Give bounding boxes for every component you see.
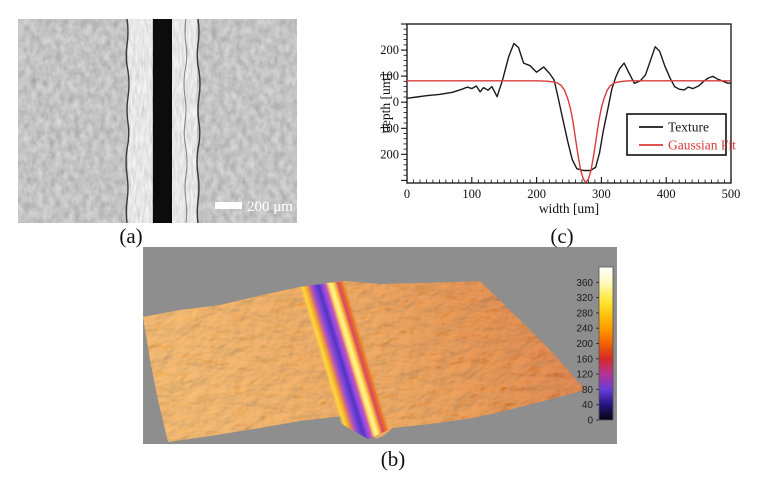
y-tick-label: 0: [393, 95, 399, 109]
colorbar-tick-label: 360: [576, 278, 593, 289]
groove-band: [299, 281, 393, 439]
groove-dark-stripe: [153, 19, 172, 223]
surface-3d-panel: 360 320 280 240 200 160 120 80 40 0: [143, 247, 617, 444]
inner-right-edge-line: [183, 19, 188, 223]
y-axis-label: depth [um]: [380, 73, 393, 133]
x-tick-label: 0: [404, 187, 410, 201]
y-tick-label: -200: [380, 147, 399, 161]
legend-label: Texture: [668, 120, 709, 135]
colorbar-tick-label: 160: [576, 354, 593, 365]
colorbar-tick-label: 200: [576, 339, 593, 350]
left-groove-edge-line: [125, 19, 130, 223]
right-recast-strip-texture: [172, 19, 197, 223]
scale-bar: [215, 202, 242, 209]
gaussian-fit-curve: [407, 80, 731, 183]
colorbar-tick-label: 280: [576, 308, 593, 319]
colorbar: [598, 266, 614, 421]
legend-box: [626, 113, 727, 156]
right-groove-edge-line: [196, 19, 201, 223]
x-tick-label: 500: [722, 187, 741, 201]
legend-label: Gaussian Fit: [668, 138, 736, 153]
colorbar-tick-label: 40: [582, 400, 594, 411]
x-tick-label: 400: [657, 187, 676, 201]
plot-border: [406, 23, 732, 184]
x-tick-label: 300: [592, 187, 611, 201]
caption-b: (b): [380, 447, 406, 471]
y-tick-label: 200: [380, 43, 399, 57]
x-tick-label: 100: [462, 187, 481, 201]
x-axis-label: width [um]: [539, 201, 599, 216]
x-tick-label: 200: [527, 187, 546, 201]
colorbar-tick-label: 0: [587, 416, 593, 427]
caption-a: (a): [119, 224, 143, 248]
colorbar-tick-label: 320: [576, 293, 593, 304]
scale-bar-label: 200 μm: [247, 199, 293, 215]
colorbar-tick-label: 120: [576, 370, 593, 381]
micrograph-panel: 200 μm: [18, 19, 297, 223]
y-tick-label: 100: [380, 69, 399, 83]
left-recast-strip-texture: [128, 19, 152, 223]
colorbar-tick-label: 240: [576, 324, 593, 335]
y-tick-label: -100: [380, 121, 399, 135]
colorbar-tick-label: 80: [582, 385, 594, 396]
caption-c: (c): [550, 224, 574, 248]
